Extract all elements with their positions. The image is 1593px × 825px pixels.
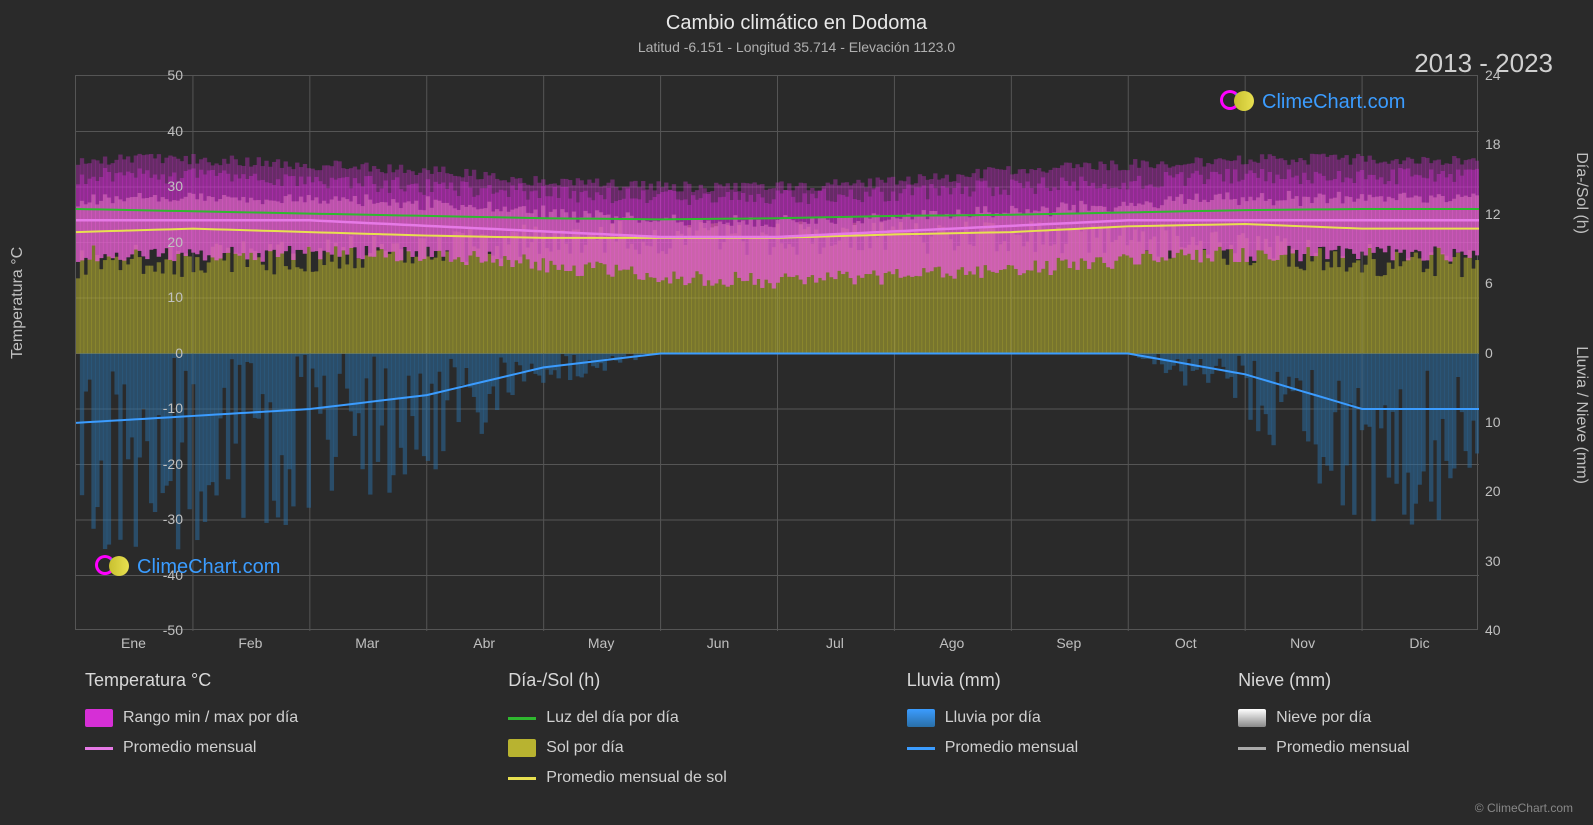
legend-item: Luz del día por día [508,709,727,727]
copyright: © ClimeChart.com [1475,801,1573,815]
legend-label: Nieve por día [1276,709,1371,727]
legend-line-icon [1238,747,1266,750]
legend-col-temp: Temperatura °C Rango min / max por día P… [85,670,298,787]
watermark-text: ClimeChart.com [1262,91,1405,114]
legend-item: Promedio mensual de sol [508,769,727,787]
legend-label: Promedio mensual de sol [546,769,727,787]
legend-line-icon [907,747,935,750]
legend: Temperatura °C Rango min / max por día P… [85,670,1410,787]
legend-title: Lluvia (mm) [907,670,1078,691]
legend-col-snow: Nieve (mm) Nieve por día Promedio mensua… [1238,670,1409,787]
legend-item: Nieve por día [1238,709,1409,727]
climechart-logo-icon [95,555,131,579]
climate-chart: Cambio climático en Dodoma Latitud -6.15… [0,0,1593,825]
legend-label: Rango min / max por día [123,709,298,727]
legend-label: Promedio mensual [1276,739,1409,757]
legend-title: Día-/Sol (h) [508,670,727,691]
legend-label: Promedio mensual [945,739,1078,757]
legend-title: Nieve (mm) [1238,670,1409,691]
legend-swatch-icon [85,709,113,727]
y-axis-right-top-label: Día-/Sol (h) [1572,152,1590,234]
chart-svg [76,76,1479,631]
legend-label: Luz del día por día [546,709,679,727]
legend-item: Promedio mensual [907,739,1078,757]
legend-col-rain: Lluvia (mm) Lluvia por día Promedio mens… [907,670,1078,787]
legend-item: Rango min / max por día [85,709,298,727]
legend-line-icon [508,717,536,720]
legend-label: Lluvia por día [945,709,1041,727]
watermark-text: ClimeChart.com [137,556,280,579]
legend-item: Sol por día [508,739,727,757]
legend-swatch-icon [1238,709,1266,727]
chart-title: Cambio climático en Dodoma [0,0,1593,35]
watermark-bottom: ClimeChart.com [95,555,280,579]
legend-label: Sol por día [546,739,623,757]
y-axis-right-bottom-label: Lluvia / Nieve (mm) [1572,346,1590,484]
legend-label: Promedio mensual [123,739,256,757]
y-axis-left-label: Temperatura °C [9,247,27,359]
chart-subtitle: Latitud -6.151 - Longitud 35.714 - Eleva… [0,35,1593,55]
legend-title: Temperatura °C [85,670,298,691]
legend-line-icon [508,777,536,780]
legend-item: Promedio mensual [1238,739,1409,757]
legend-line-icon [85,747,113,750]
plot-area [75,75,1478,630]
watermark-top: ClimeChart.com [1220,90,1405,114]
climechart-logo-icon [1220,90,1256,114]
legend-col-daysun: Día-/Sol (h) Luz del día por día Sol por… [508,670,727,787]
legend-swatch-icon [907,709,935,727]
legend-swatch-icon [508,739,536,757]
legend-item: Promedio mensual [85,739,298,757]
legend-item: Lluvia por día [907,709,1078,727]
